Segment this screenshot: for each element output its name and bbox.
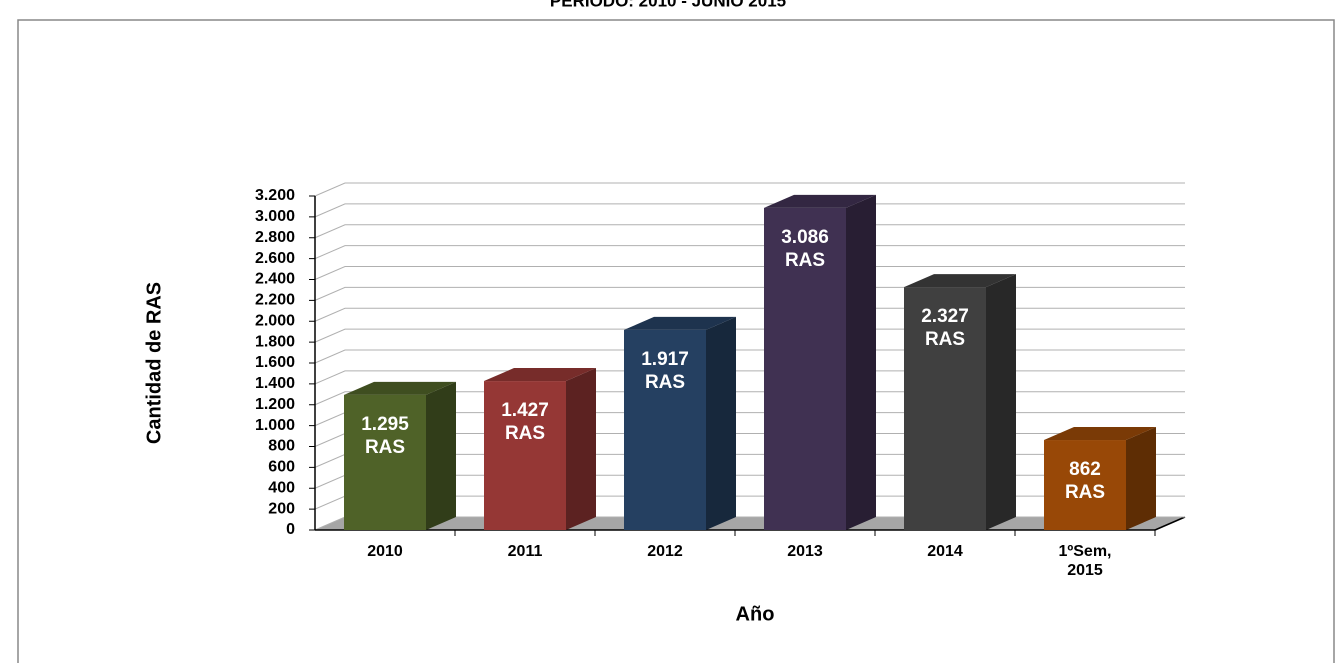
data-label: 1.427 RAS <box>501 400 549 444</box>
data-label-line: 862 <box>1069 459 1101 480</box>
y-axis-title: Cantidad de RAS <box>143 282 165 444</box>
y-tick-label: 1.200 <box>255 396 295 413</box>
y-tick-label: 2.600 <box>255 250 295 267</box>
x-axis-title: Año <box>736 603 775 625</box>
data-label: 3.086 RAS <box>781 227 829 271</box>
bar <box>344 394 426 530</box>
data-label-line: 1.427 <box>501 400 549 421</box>
x-tick-label: 2012 <box>647 543 683 560</box>
y-tick-label: 3.000 <box>255 208 295 225</box>
data-label: 1.917 RAS <box>641 349 689 393</box>
bar <box>764 207 846 530</box>
grid-line <box>314 266 1185 280</box>
x-tick-label-line: 2013 <box>787 543 823 560</box>
data-label: 862 RAS <box>1065 459 1105 503</box>
y-tick-label: 1.000 <box>255 417 295 434</box>
y-tick-label: 0 <box>286 521 295 538</box>
data-label-line: RAS <box>1065 482 1105 503</box>
data-label-line: 1.917 <box>641 349 689 370</box>
bar-side <box>1126 427 1156 530</box>
bar-top <box>904 274 1016 288</box>
grid-line <box>314 245 1185 260</box>
bar <box>904 287 986 530</box>
x-tick-label: 2014 <box>927 543 963 560</box>
y-tick-label: 600 <box>268 459 295 476</box>
x-tick-label: 2013 <box>787 543 823 560</box>
x-tick-label-line: 1ºSem, <box>1059 543 1112 560</box>
bar-top <box>764 194 876 208</box>
bar <box>1044 440 1126 530</box>
chart-title: PERIODO: 2010 - JUNIO 2015 <box>550 0 786 10</box>
data-label-line: RAS <box>925 329 965 350</box>
y-tick-label: 2.200 <box>255 292 295 309</box>
y-tick-label: 1.600 <box>255 354 295 371</box>
y-tick-label: 2.800 <box>255 229 295 246</box>
x-tick-label-line: 2015 <box>1067 562 1103 579</box>
y-tick-label: 2.400 <box>255 271 295 288</box>
y-tick-label: 1.800 <box>255 333 295 350</box>
x-tick-label-line: 2011 <box>508 543 543 560</box>
bar-top <box>484 368 596 382</box>
bar-side <box>426 381 456 530</box>
x-tick-label: 2010 <box>367 543 403 560</box>
data-label: 2.327 RAS <box>921 306 969 350</box>
y-tick-label: 800 <box>268 438 295 455</box>
y-tick-label: 1.400 <box>255 375 295 392</box>
data-label-line: RAS <box>365 437 405 458</box>
data-label-line: 3.086 <box>781 227 829 248</box>
bar <box>624 329 706 530</box>
floor-edge <box>1154 516 1186 531</box>
x-tick-label-line: 2012 <box>647 543 683 560</box>
x-tick-label-line: 2014 <box>927 543 963 560</box>
bar-side <box>846 194 876 530</box>
data-label-line: 1.295 <box>361 414 409 435</box>
y-tick-label: 200 <box>268 500 295 517</box>
data-label-line: RAS <box>505 423 545 444</box>
bar <box>484 381 566 530</box>
bar-side <box>706 316 736 530</box>
bar-top <box>1044 427 1156 441</box>
bar-side <box>566 368 596 530</box>
x-tick-label: 1ºSem, 2015 <box>1059 543 1112 579</box>
data-label-line: 2.327 <box>921 306 969 327</box>
data-label: 1.295 RAS <box>361 414 409 458</box>
data-label-line: RAS <box>645 372 685 393</box>
bar-top <box>624 316 736 330</box>
data-label-line: RAS <box>785 250 825 271</box>
grid-line <box>314 224 1185 239</box>
y-tick-label: 400 <box>268 479 295 496</box>
y-tick-label: 3.200 <box>255 187 295 204</box>
bar-side <box>986 274 1016 530</box>
y-tick-label: 2.000 <box>255 312 295 329</box>
x-tick-label-line: 2010 <box>367 543 403 560</box>
x-tick-label: 2011 <box>508 543 543 560</box>
bar-top <box>344 381 456 395</box>
grid-line <box>314 203 1185 218</box>
grid-line <box>314 182 1185 197</box>
